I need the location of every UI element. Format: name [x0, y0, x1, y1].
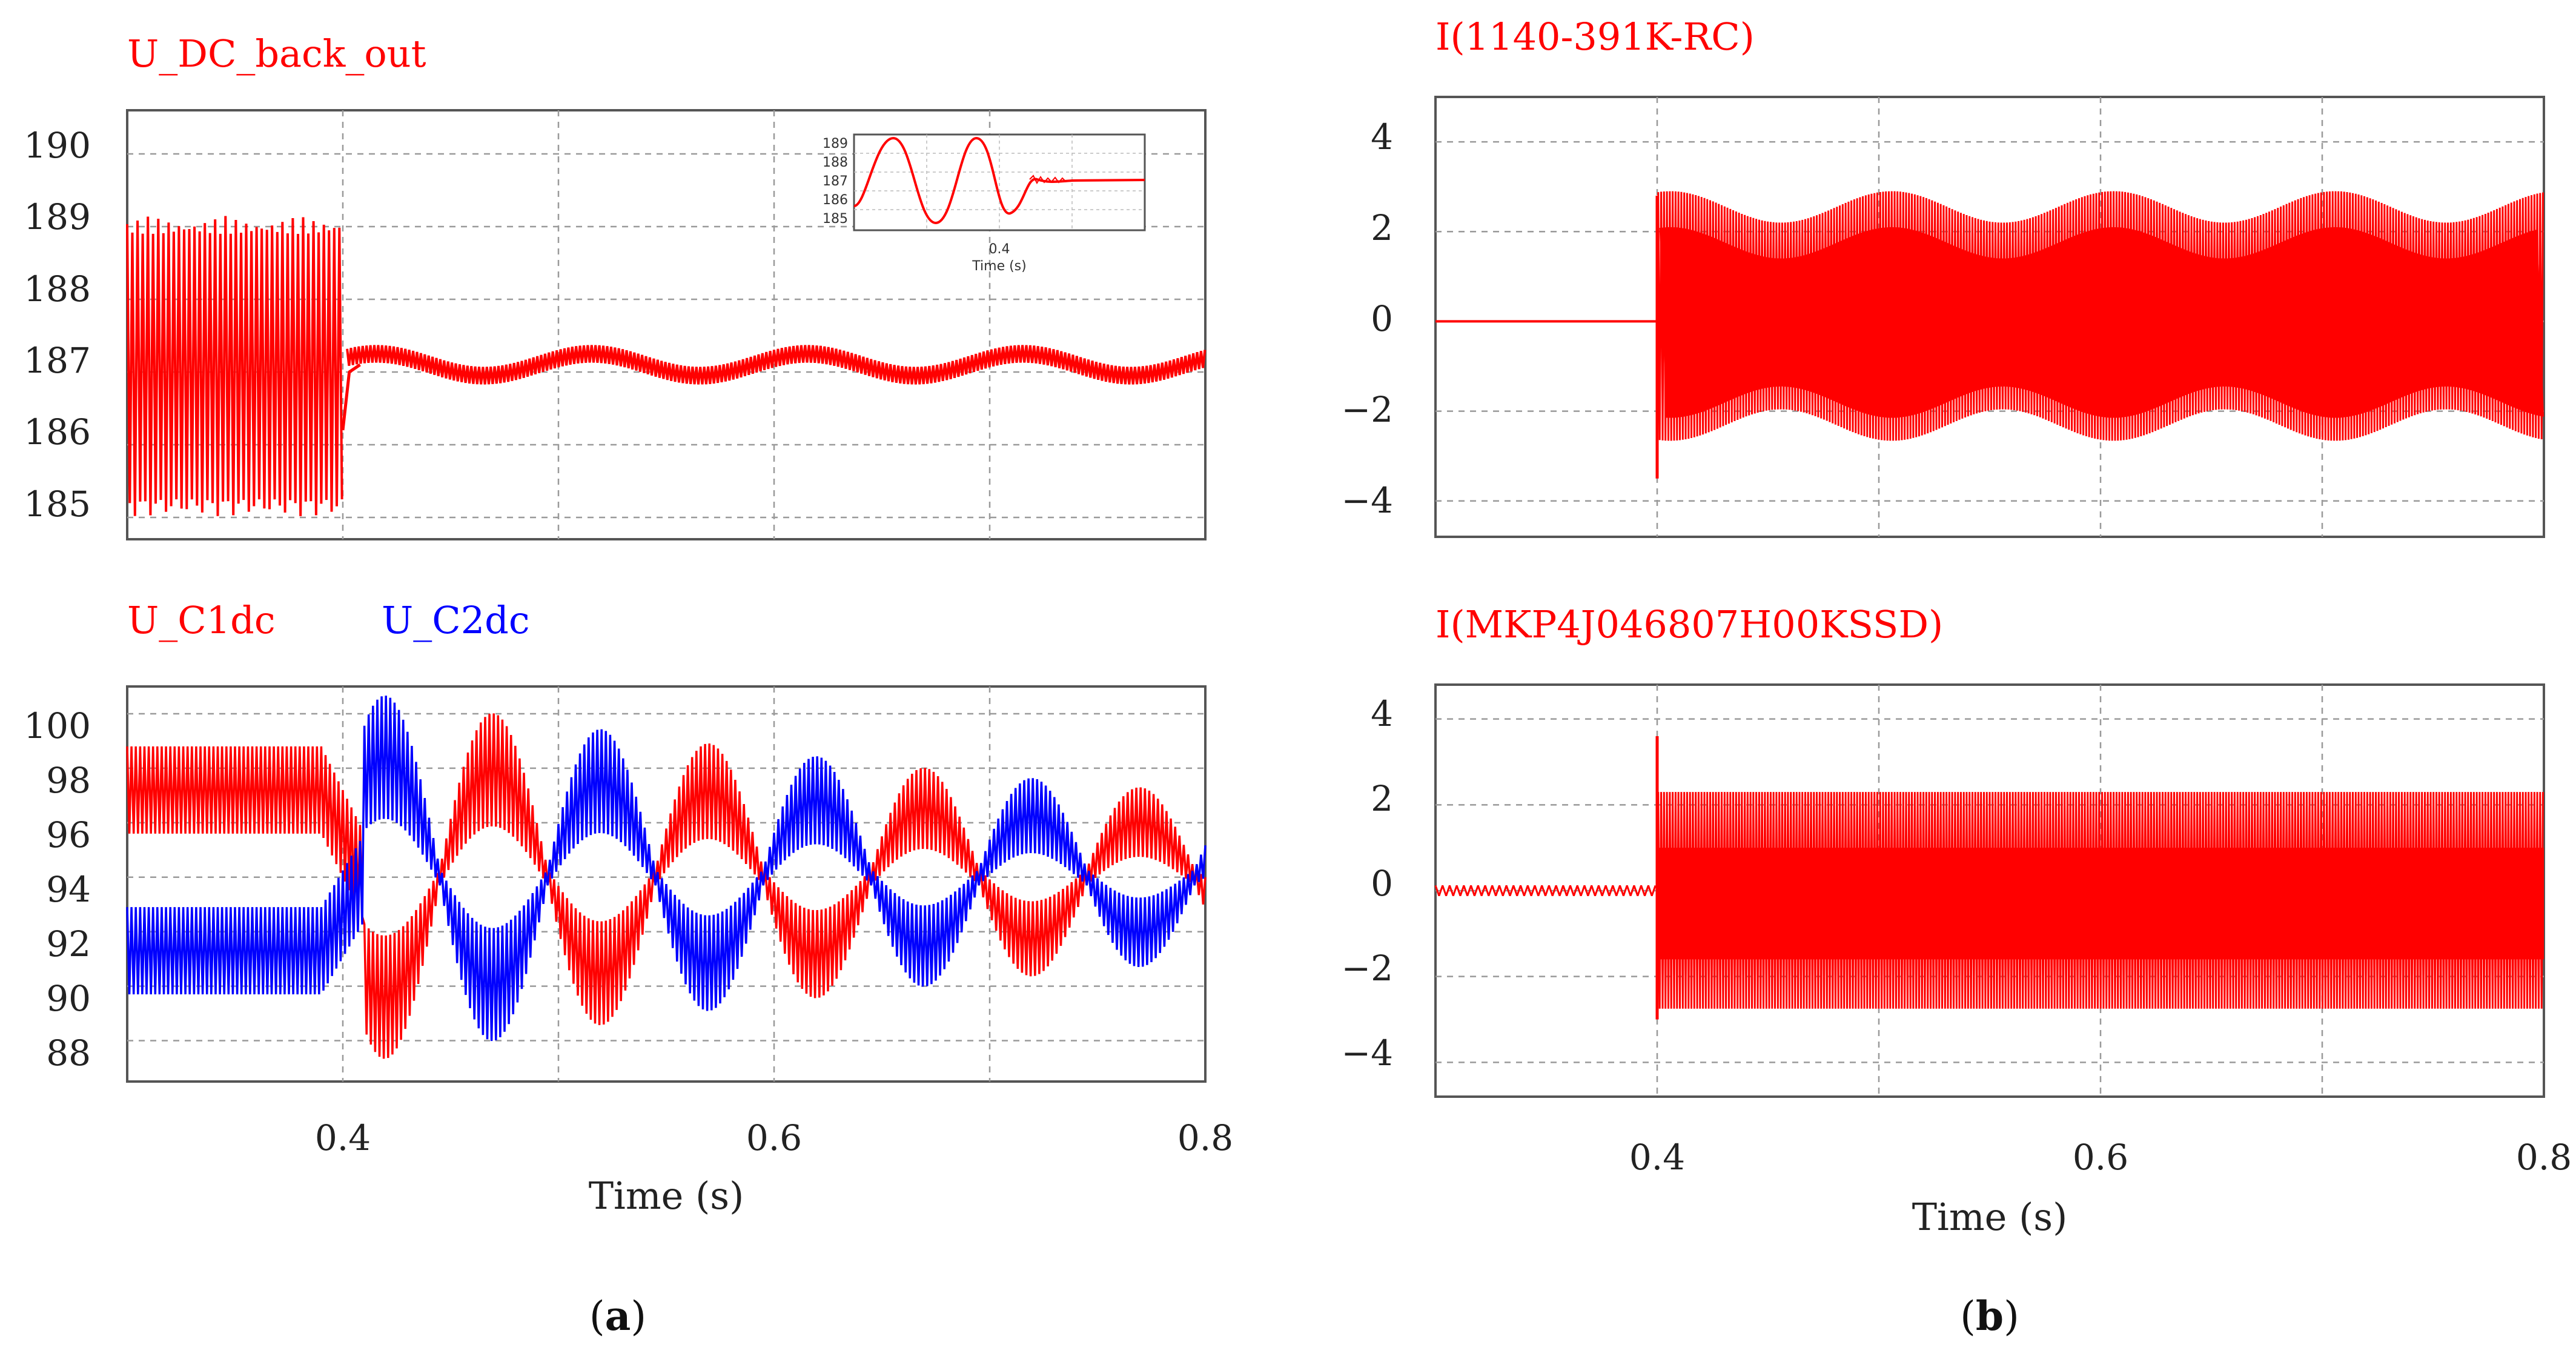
y-tick-label: −2	[1342, 389, 1394, 430]
y-tick-label: 96	[46, 814, 91, 856]
y-tick-label: 4	[1371, 116, 1393, 158]
trace-i-1140-391k-rc	[1435, 191, 2544, 479]
y-tick-label: 187	[24, 340, 91, 381]
trace-segment-transition	[341, 363, 361, 431]
y-tick-label: 94	[46, 869, 91, 910]
trace-segment-before	[126, 216, 343, 516]
chart-b-bottom: I(MKP4J046807H00KSSD) 4 2 0 −2 −4 0.4 0.…	[1342, 602, 2572, 1239]
y-tick-label: −4	[1342, 480, 1394, 521]
y-tick-labels-a-bottom: 100 98 96 94 92 90 88	[24, 705, 91, 1074]
chart-b-top: I(1140-391K-RC) 4 2 0 −2 −4	[1342, 15, 2545, 538]
y-tick-label: 100	[24, 705, 91, 746]
traces-u-c1dc-u-c2dc	[126, 696, 1207, 1059]
y-tick-label: 0	[1371, 298, 1393, 339]
x-axis-label-b: Time (s)	[1912, 1195, 2068, 1239]
y-tick-labels-a-top: 190 189 188 187 186 185	[24, 125, 91, 525]
y-tick-label: 98	[46, 760, 91, 801]
y-tick-labels-b-top: 4 2 0 −2 −4	[1342, 116, 1394, 521]
y-tick-label: 2	[1371, 207, 1393, 248]
subfigure-label-a: (a)	[589, 1292, 646, 1340]
trace-u-dc-back-out	[126, 216, 1207, 516]
inset-ripple	[1029, 174, 1067, 185]
x-tick-label: 0.4	[1629, 1137, 1685, 1178]
legend-u-c2dc: U_C2dc	[382, 598, 530, 642]
chart-a-top: U_DC_back_out 190 189 188 187 186 185	[24, 32, 1207, 540]
chart-a-bottom: U_C1dc U_C2dc 100 98 96 94 92 90 88 0.4 …	[24, 598, 1233, 1218]
trace-segment-before	[1434, 885, 1657, 896]
subfigure-label-b: (b)	[1960, 1292, 2019, 1340]
title-u-dc-back-out: U_DC_back_out	[127, 32, 426, 76]
y-tick-label: −2	[1342, 948, 1394, 989]
inset-y-tick: 186	[823, 193, 848, 208]
inset-y-tick: 189	[823, 136, 848, 151]
x-tick-labels-a-bottom: 0.4 0.6 0.8	[315, 1117, 1233, 1158]
x-tick-labels-b-bottom: 0.4 0.6 0.8	[1629, 1137, 2572, 1178]
inset-y-tick: 188	[823, 155, 848, 170]
trace-i-mkp4j046807h00kssd	[1434, 736, 2544, 1020]
inset-x-tick: 0.4	[989, 242, 1010, 257]
y-tick-label: 88	[46, 1032, 91, 1074]
inset-y-tick: 185	[823, 211, 848, 227]
inset-x-label: Time (s)	[972, 259, 1026, 274]
y-tick-label: 186	[24, 411, 91, 453]
trace-u-c1dc	[126, 713, 1207, 1059]
title-i-1140-391k-rc: I(1140-391K-RC)	[1435, 15, 1755, 59]
legend-u-c1dc: U_C1dc	[127, 598, 276, 642]
x-tick-label: 0.8	[1177, 1117, 1233, 1158]
x-tick-label: 0.8	[2516, 1137, 2572, 1178]
trace-u-c2dc	[126, 696, 1207, 1042]
title-i-mkp4j046807h00kssd: I(MKP4J046807H00KSSD)	[1435, 602, 1943, 646]
y-tick-label: 190	[24, 125, 91, 166]
inset-zoom: 189 188 187 186 185 0.4 Time (s)	[823, 133, 1146, 274]
x-tick-label: 0.4	[315, 1117, 371, 1158]
trace-segment-after	[346, 345, 1207, 385]
y-tick-label: 4	[1371, 693, 1393, 734]
y-tick-label: 90	[46, 978, 91, 1019]
y-tick-label: 188	[24, 268, 91, 310]
y-tick-label: −4	[1342, 1032, 1394, 1074]
inset-y-tick: 187	[823, 174, 848, 189]
trace-core-band	[1659, 227, 2544, 418]
plot-frame-a-bottom	[126, 685, 1207, 1083]
inset-trace	[853, 136, 1145, 225]
x-tick-label: 0.6	[2073, 1137, 2128, 1178]
y-tick-labels-b-bottom: 4 2 0 −2 −4	[1342, 693, 1394, 1074]
y-tick-label: 92	[46, 923, 91, 965]
y-tick-label: 2	[1371, 778, 1393, 819]
trace-core-band	[1659, 848, 2544, 960]
y-tick-label: 185	[24, 484, 91, 525]
x-tick-label: 0.6	[746, 1117, 802, 1158]
y-tick-label: 189	[24, 196, 91, 238]
x-axis-label-a: Time (s)	[589, 1174, 744, 1218]
y-tick-label: 0	[1371, 863, 1393, 904]
